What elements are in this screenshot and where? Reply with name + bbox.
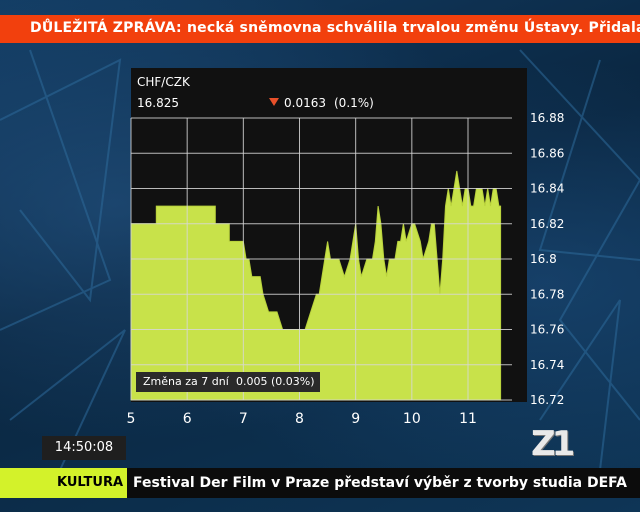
y-tick-label: 16.76 <box>530 323 564 337</box>
down-arrow-icon <box>269 98 279 106</box>
clock: 14:50:08 <box>42 436 126 460</box>
price-change-percent: (0.1%) <box>334 96 374 110</box>
breaking-news-label: DŮLEŽITÁ ZPRÁVA: <box>30 20 182 36</box>
currency-pair-label: CHF/CZK <box>137 75 190 89</box>
y-tick-label: 16.78 <box>530 287 564 301</box>
y-tick-label: 16.82 <box>530 217 564 231</box>
x-tick-label: 9 <box>351 411 360 427</box>
y-tick-label: 16.72 <box>530 393 564 407</box>
x-tick-label: 6 <box>183 411 192 427</box>
news-headline: Festival Der Film v Praze představí výbě… <box>133 475 627 491</box>
y-tick-label: 16.84 <box>530 182 564 196</box>
weekly-change-box: Změna za 7 dní 0.005 (0.03%) <box>136 372 320 392</box>
x-tick-label: 11 <box>459 411 477 427</box>
breaking-news-ticker: DŮLEŽITÁ ZPRÁVA: necká sněmovna schválil… <box>0 15 640 43</box>
x-tick-label: 5 <box>127 411 136 427</box>
y-tick-label: 16.86 <box>530 146 564 160</box>
weekly-change-label: Změna za 7 dní <box>143 375 229 388</box>
ticker-text-line: DŮLEŽITÁ ZPRÁVA: necká sněmovna schválil… <box>30 20 640 36</box>
x-tick-label: 7 <box>239 411 248 427</box>
channel-logo: Z1 <box>531 424 575 464</box>
y-tick-label: 16.8 <box>530 252 557 266</box>
news-category-label: KULTURA <box>0 468 127 498</box>
breaking-news-text: necká sněmovna schválila trvalou změnu Ú… <box>186 20 640 36</box>
x-tick-label: 10 <box>403 411 421 427</box>
y-tick-label: 16.88 <box>530 111 564 125</box>
current-price: 16.825 <box>137 96 179 110</box>
y-tick-label: 16.74 <box>530 358 564 372</box>
x-tick-label: 8 <box>295 411 304 427</box>
weekly-change-value: 0.005 (0.03%) <box>236 375 315 388</box>
news-ticker-bottom: KULTURA Festival Der Film v Praze předst… <box>0 468 640 498</box>
price-change-absolute: 0.0163 <box>284 96 326 110</box>
